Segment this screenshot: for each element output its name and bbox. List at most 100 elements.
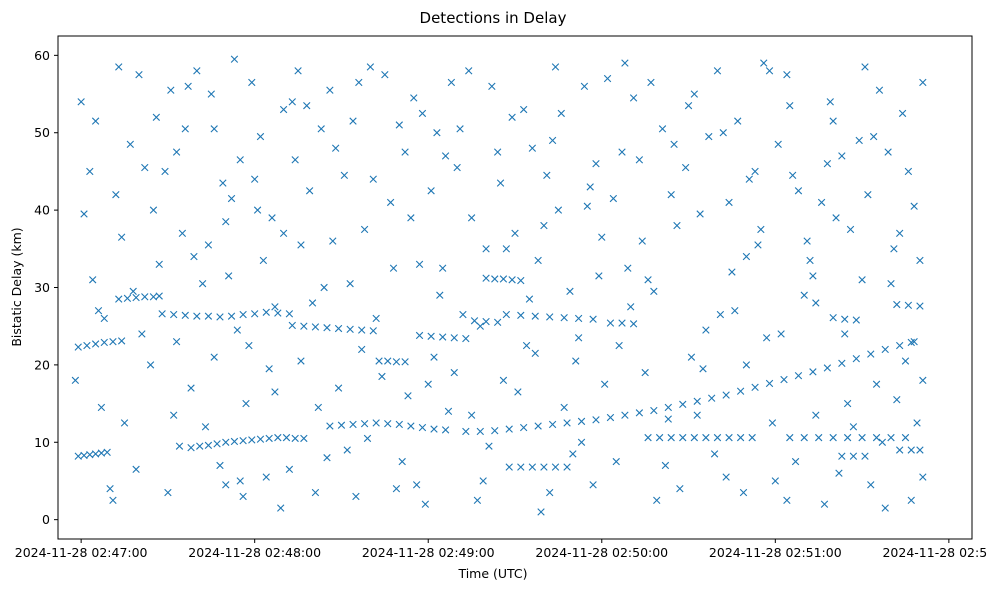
- data-point: [230, 437, 239, 446]
- data-point: [375, 357, 383, 365]
- data-point: [783, 496, 791, 504]
- data-point: [748, 433, 756, 442]
- data-point: [907, 446, 915, 454]
- data-point: [222, 438, 230, 446]
- data-point: [352, 492, 360, 501]
- data-point: [589, 315, 597, 323]
- data-point: [739, 488, 748, 497]
- data-point: [71, 376, 80, 385]
- data-point: [256, 435, 265, 443]
- data-point: [586, 183, 594, 191]
- data-point: [618, 148, 626, 156]
- data-point: [439, 264, 447, 272]
- data-point: [537, 508, 545, 516]
- data-point: [707, 394, 716, 402]
- data-point: [809, 272, 817, 280]
- data-point: [227, 194, 236, 203]
- x-axis-label: Time (UTC): [457, 566, 527, 581]
- data-point: [893, 396, 901, 404]
- data-point: [323, 324, 331, 332]
- data-point: [557, 109, 565, 118]
- data-point: [250, 175, 259, 183]
- data-point: [505, 425, 513, 433]
- data-point: [736, 387, 745, 395]
- data-point: [615, 341, 623, 350]
- data-point: [467, 411, 476, 419]
- data-point: [751, 167, 759, 176]
- data-point: [563, 419, 571, 427]
- data-point: [843, 399, 852, 408]
- data-point: [901, 357, 910, 365]
- data-point: [572, 357, 580, 365]
- data-point: [499, 275, 508, 283]
- data-point: [661, 461, 670, 470]
- data-point: [369, 175, 377, 183]
- data-point: [864, 190, 872, 199]
- data-point: [548, 136, 557, 145]
- y-tick-label: 40: [34, 203, 50, 218]
- data-point: [392, 485, 401, 493]
- data-point: [222, 481, 230, 489]
- data-point: [835, 469, 843, 477]
- data-point: [482, 317, 490, 326]
- data-point: [329, 237, 337, 245]
- data-point: [83, 341, 91, 350]
- data-point: [519, 423, 528, 432]
- data-point: [806, 256, 814, 265]
- data-point: [282, 433, 291, 442]
- data-point: [820, 500, 829, 508]
- data-point: [800, 433, 808, 442]
- data-point: [100, 338, 108, 347]
- data-point: [433, 129, 441, 137]
- data-point: [841, 330, 849, 338]
- data-point: [476, 427, 484, 436]
- data-point: [363, 434, 372, 443]
- data-point: [444, 407, 453, 416]
- data-point: [554, 206, 563, 214]
- data-point: [412, 481, 421, 489]
- data-point: [768, 419, 777, 427]
- data-point: [838, 359, 846, 368]
- x-axis-ticks: 2024-11-28 02:47:00 2024-11-28 02:48:00 20…: [15, 539, 987, 560]
- data-point: [508, 276, 516, 284]
- data-point: [109, 496, 117, 504]
- data-point: [531, 349, 539, 357]
- data-point: [734, 117, 742, 125]
- data-point: [551, 463, 560, 471]
- data-point: [681, 163, 690, 172]
- data-point: [459, 310, 467, 319]
- data-point: [765, 67, 774, 75]
- data-point: [609, 194, 618, 203]
- data-point: [91, 117, 100, 125]
- data-point: [456, 125, 464, 133]
- data-point: [256, 132, 265, 141]
- data-point: [149, 206, 158, 214]
- data-point: [395, 420, 403, 429]
- data-point: [916, 256, 924, 265]
- data-point: [245, 341, 253, 350]
- data-point: [358, 326, 366, 334]
- data-point: [259, 256, 268, 265]
- data-point: [606, 413, 615, 422]
- data-point: [421, 500, 430, 508]
- data-point: [493, 318, 502, 327]
- data-point: [196, 442, 204, 450]
- data-point: [722, 391, 730, 399]
- data-point: [479, 477, 487, 485]
- data-point: [279, 105, 288, 114]
- data-point: [794, 372, 803, 380]
- data-point: [164, 488, 172, 497]
- data-point: [829, 433, 837, 442]
- data-point: [210, 353, 218, 361]
- data-point: [919, 376, 927, 385]
- data-point: [875, 86, 884, 94]
- data-point: [514, 388, 522, 396]
- data-point: [502, 310, 511, 319]
- data-point: [369, 327, 377, 335]
- data-point: [728, 268, 736, 276]
- data-point: [699, 365, 707, 373]
- data-point: [910, 202, 918, 210]
- data-point: [849, 452, 858, 460]
- data-point: [389, 264, 398, 272]
- data-point: [401, 358, 409, 366]
